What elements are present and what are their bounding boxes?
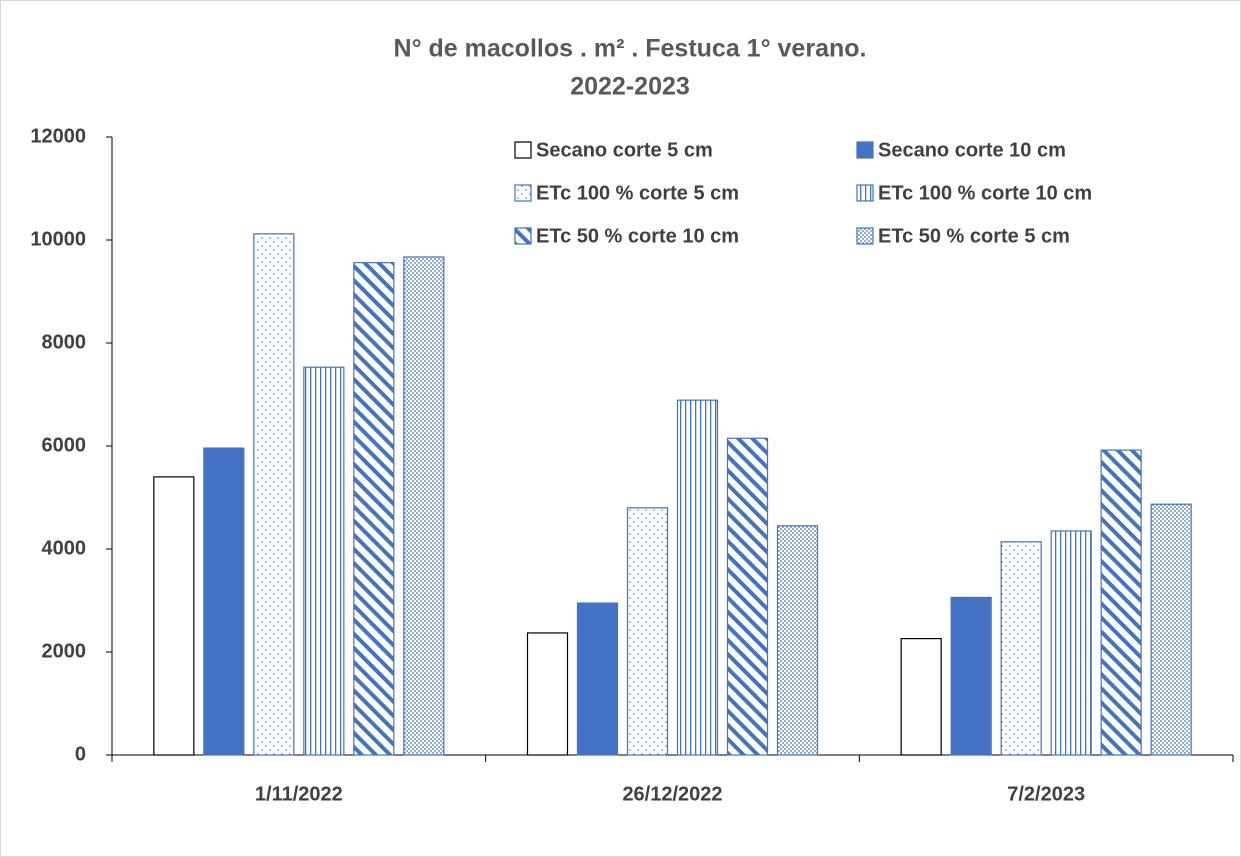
bar [203, 447, 245, 756]
bar [1150, 503, 1192, 756]
bar [526, 632, 569, 756]
bar [1100, 449, 1142, 756]
bar [153, 476, 195, 756]
bar [900, 638, 942, 756]
y-tick-label: 6000 [42, 434, 87, 456]
bar [1000, 541, 1042, 756]
bar [776, 525, 819, 756]
legend-label: Secano corte 5 cm [536, 139, 713, 161]
y-tick-label: 4000 [42, 537, 87, 559]
bar [676, 399, 719, 756]
y-tick-label: 0 [75, 743, 86, 765]
legend-swatch [514, 141, 532, 159]
bar [353, 262, 395, 756]
legend-swatch [514, 184, 532, 202]
legend-label: ETc 100 % corte 10 cm [878, 182, 1092, 204]
legend-label: ETc 50 % corte 5 cm [878, 225, 1070, 247]
bar [303, 366, 345, 756]
legend-swatch [856, 141, 874, 159]
legend-swatch [514, 227, 532, 245]
legend-swatch [856, 227, 874, 245]
bar [1050, 530, 1092, 756]
bar [403, 256, 445, 756]
bar [726, 437, 769, 756]
x-tick-label: 1/11/2022 [255, 783, 343, 805]
chart-subtitle: 2022-2023 [570, 73, 690, 101]
chart-title: N° de macollos . m² . Festuca 1° verano. [394, 35, 867, 63]
y-tick-label: 10000 [30, 228, 86, 250]
bar [253, 233, 295, 756]
y-tick-label: 2000 [42, 640, 87, 662]
bar [950, 596, 992, 756]
bar [576, 602, 619, 756]
y-tick-label: 8000 [42, 331, 87, 353]
legend-swatch [856, 184, 874, 202]
legend-label: Secano corte 10 cm [878, 139, 1066, 161]
x-tick-label: 26/12/2022 [622, 783, 722, 805]
x-tick-label: 7/2/2023 [1007, 783, 1085, 805]
legend-label: ETc 100 % corte 5 cm [536, 182, 739, 204]
legend-label: ETc 50 % corte 10 cm [536, 225, 739, 247]
bar [626, 507, 669, 756]
y-tick-label: 12000 [30, 125, 86, 147]
